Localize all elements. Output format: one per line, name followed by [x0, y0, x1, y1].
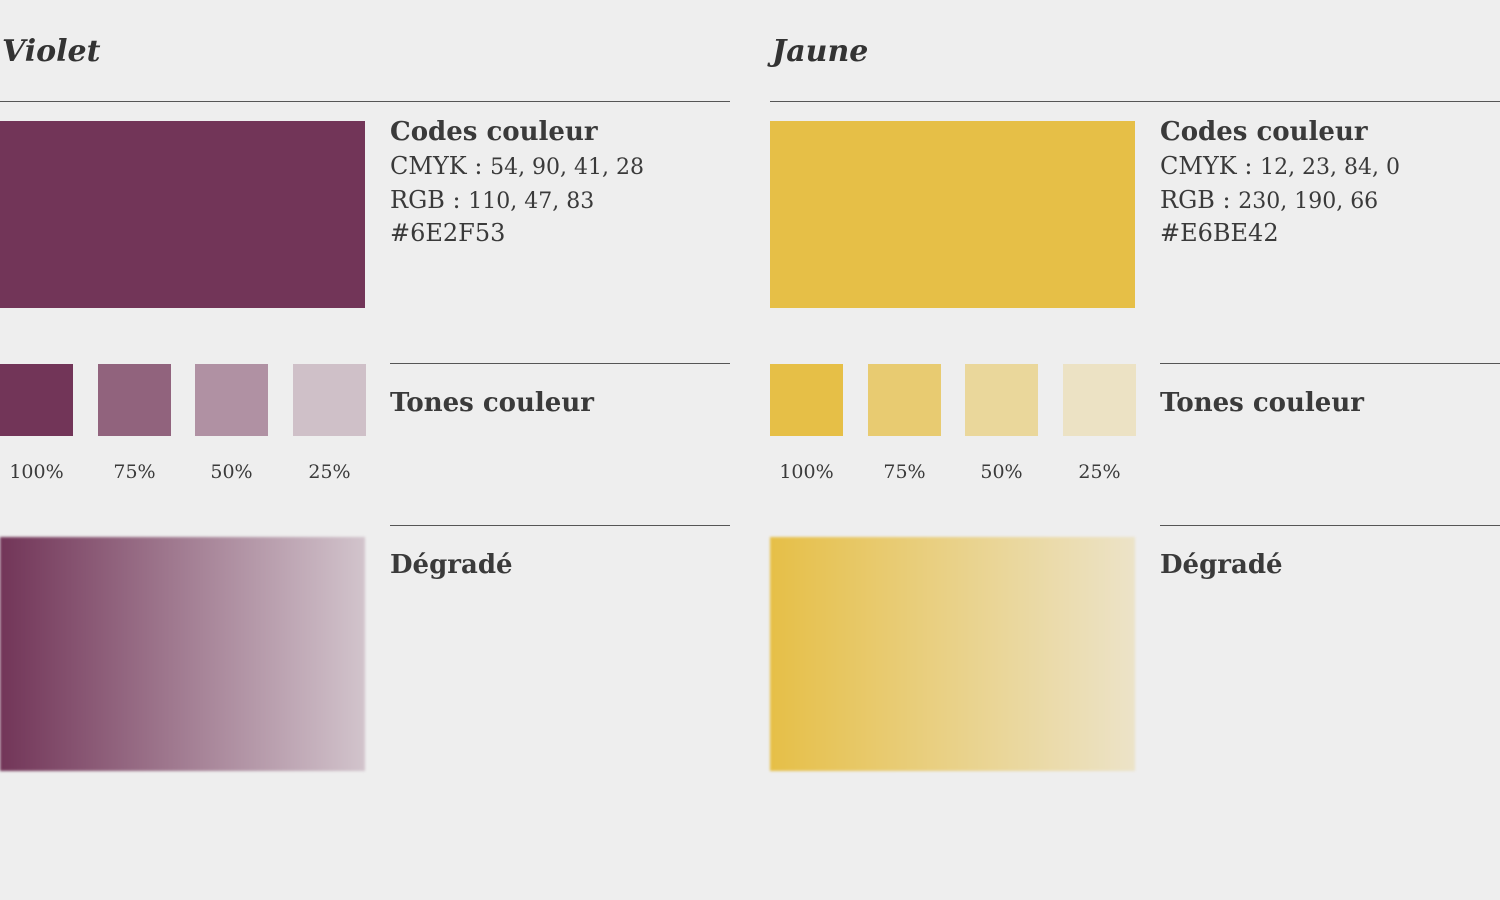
gradient-swatch — [0, 537, 365, 771]
tones-heading: Tones couleur — [1160, 388, 1364, 418]
cmyk-code: CMYK : 54, 90, 41, 28 — [390, 150, 644, 184]
rgb-value: 110, 47, 83 — [468, 189, 595, 214]
tone-swatch-100 — [770, 364, 843, 436]
gradient-heading: Dégradé — [390, 550, 513, 580]
tone-swatch-25 — [1063, 364, 1136, 436]
tone-label: 25% — [1078, 461, 1121, 483]
hex-code: #6E2F53 — [390, 219, 506, 247]
violet-panel: Violet Codes couleur CMYK : 54, 90, 41, … — [0, 0, 730, 900]
rgb-label: RGB : — [390, 186, 461, 214]
tone-swatch-75 — [98, 364, 171, 436]
gradient-heading: Dégradé — [1160, 550, 1283, 580]
main-color-swatch — [0, 121, 365, 308]
tone-swatch-50 — [965, 364, 1038, 436]
rgb-label: RGB : — [1160, 186, 1231, 214]
tone-label: 75% — [883, 461, 926, 483]
tones-heading: Tones couleur — [390, 388, 594, 418]
tone-swatch-25 — [293, 364, 366, 436]
divider — [0, 101, 730, 102]
divider — [1160, 363, 1500, 364]
divider — [1160, 525, 1500, 526]
palette-title: Violet — [2, 34, 101, 69]
jaune-panel: Jaune Codes couleur CMYK : 12, 23, 84, 0… — [770, 0, 1500, 900]
gradient-swatch — [770, 537, 1135, 771]
divider — [390, 363, 730, 364]
cmyk-code: CMYK : 12, 23, 84, 0 — [1160, 150, 1400, 184]
tone-label: 100% — [9, 461, 64, 483]
main-color-swatch — [770, 121, 1135, 308]
tone-label: 50% — [210, 461, 253, 483]
rgb-code: RGB : 230, 190, 66 — [1160, 184, 1378, 218]
divider — [770, 101, 1500, 102]
cmyk-label: CMYK : — [390, 152, 483, 180]
tone-swatch-100 — [0, 364, 73, 436]
codes-heading: Codes couleur — [1160, 117, 1368, 147]
cmyk-value: 54, 90, 41, 28 — [490, 155, 645, 180]
tone-swatch-50 — [195, 364, 268, 436]
palette-title: Jaune — [772, 34, 869, 69]
rgb-code: RGB : 110, 47, 83 — [390, 184, 594, 218]
rgb-value: 230, 190, 66 — [1238, 189, 1379, 214]
tone-swatch-75 — [868, 364, 941, 436]
hex-code: #E6BE42 — [1160, 219, 1279, 247]
tone-label: 50% — [980, 461, 1023, 483]
tone-label: 75% — [113, 461, 156, 483]
cmyk-label: CMYK : — [1160, 152, 1253, 180]
tone-label: 25% — [308, 461, 351, 483]
cmyk-value: 12, 23, 84, 0 — [1260, 155, 1401, 180]
codes-heading: Codes couleur — [390, 117, 598, 147]
tone-label: 100% — [779, 461, 834, 483]
divider — [390, 525, 730, 526]
